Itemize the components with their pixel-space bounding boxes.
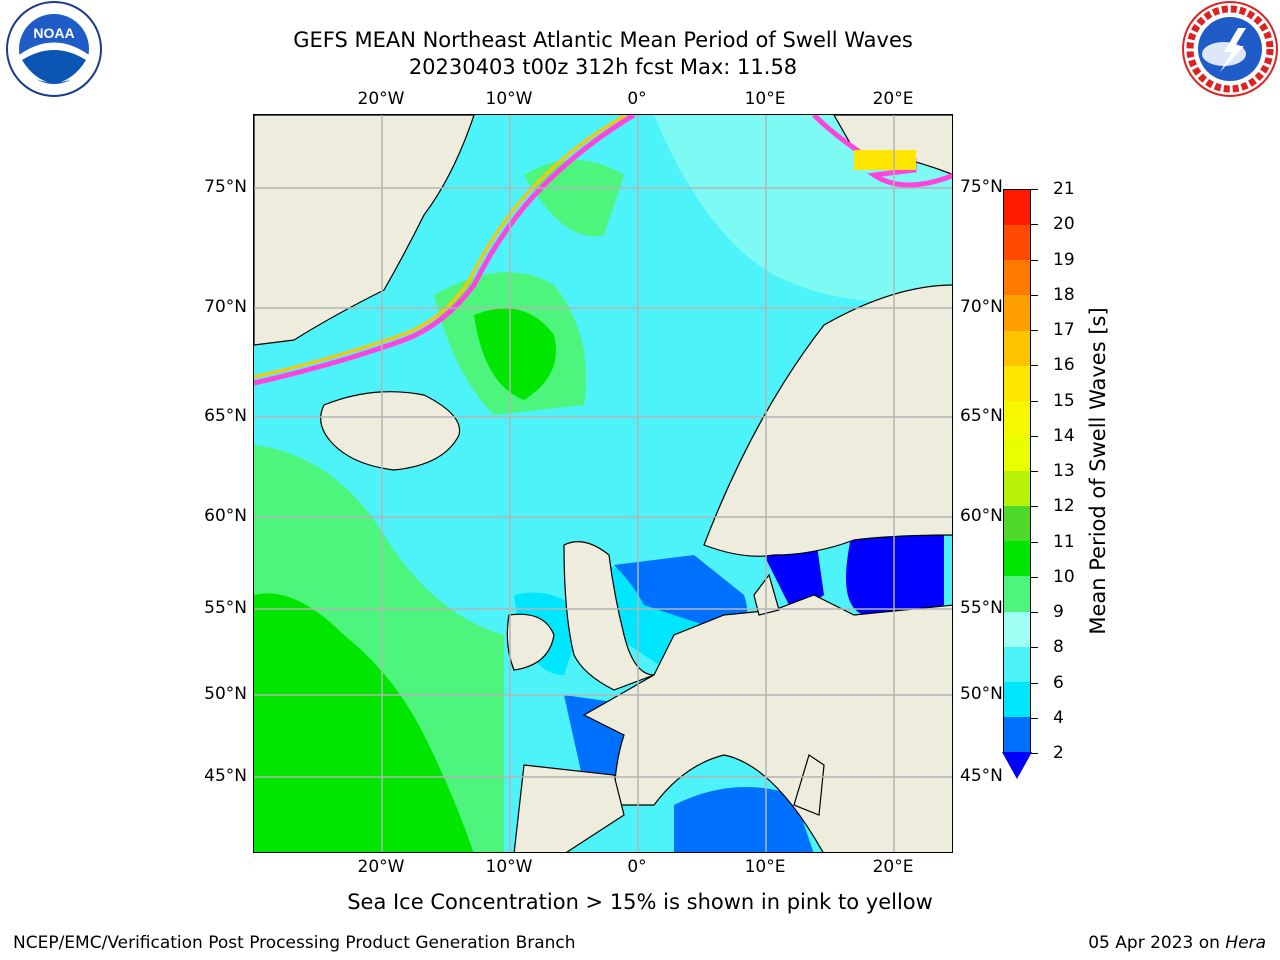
lon-label-bottom: 0° (627, 857, 647, 877)
colorbar-segment (1004, 541, 1030, 577)
colorbar-segment (1004, 190, 1030, 226)
colorbar-tick-label: 12 (1053, 496, 1075, 517)
sea-ice-note: Sea Ice Concentration > 15% is shown in … (347, 890, 933, 914)
lat-label-left: 70°N (204, 297, 247, 317)
colorbar-segment (1004, 611, 1030, 647)
lat-label-right: 70°N (960, 297, 1003, 317)
lat-label-right: 65°N (960, 406, 1003, 426)
lat-label-left: 75°N (204, 177, 247, 197)
colorbar-tick-label: 21 (1053, 179, 1075, 199)
map-panel (253, 114, 953, 853)
lon-label-top: 0° (627, 89, 647, 109)
colorbar-segment (1004, 330, 1030, 366)
lon-label-bottom: 10°E (744, 857, 786, 877)
colorbar-segment (1004, 260, 1030, 296)
colorbar-segment (1004, 716, 1030, 752)
footer-machine: Hera (1225, 933, 1266, 953)
lon-label-top: 20°E (872, 89, 914, 109)
footer-date-text: 05 Apr 2023 on (1088, 933, 1220, 953)
colorbar-label: Mean Period of Swell Waves [s] (1086, 307, 1110, 635)
noaa-logo: NOAA (4, 0, 104, 104)
colorbar (1003, 189, 1031, 753)
colorbar-segment (1004, 576, 1030, 612)
lat-label-right: 60°N (960, 506, 1003, 526)
colorbar-tick (1031, 189, 1038, 190)
sea-ice-edge (254, 115, 952, 386)
colorbar-tick (1031, 576, 1038, 578)
nws-logo (1180, 0, 1280, 104)
colorbar-tick (1031, 647, 1038, 649)
colorbar-tick (1031, 365, 1038, 367)
chart-title: GEFS MEAN Northeast Atlantic Mean Period… (293, 28, 913, 52)
colorbar-segment (1004, 471, 1030, 507)
lat-label-left: 45°N (204, 766, 247, 786)
map-canvas (254, 115, 952, 852)
colorbar-tick-label: 19 (1053, 249, 1075, 270)
colorbar-tick-label: 16 (1053, 355, 1075, 376)
colorbar-tick (1031, 717, 1038, 719)
lon-label-bottom: 20°E (872, 857, 914, 877)
colorbar-tick-label: 14 (1053, 425, 1075, 446)
footer-credit: NCEP/EMC/Verification Post Processing Pr… (13, 933, 576, 953)
colorbar-tick-label: 18 (1053, 284, 1075, 305)
colorbar-tick-label: 15 (1053, 390, 1075, 411)
lat-label-right: 50°N (960, 684, 1003, 704)
lon-label-top: 10°W (485, 89, 533, 109)
colorbar-tick (1031, 330, 1038, 331)
lat-label-right: 55°N (960, 598, 1003, 618)
colorbar-tick (1031, 506, 1038, 508)
colorbar-tick-label: 8 (1053, 637, 1064, 658)
chart-subtitle: 20230403 t00z 312h fcst Max: 11.58 (408, 55, 798, 79)
colorbar-tick (1031, 753, 1038, 754)
colorbar-tick (1031, 259, 1038, 261)
colorbar-tick (1031, 471, 1038, 472)
colorbar-tick (1031, 612, 1038, 613)
colorbar-segment (1004, 365, 1030, 401)
colorbar-segment (1004, 225, 1030, 261)
colorbar-tick (1031, 400, 1038, 402)
colorbar-tick-label: 4 (1053, 707, 1064, 728)
colorbar-tick-label: 20 (1053, 214, 1075, 235)
graticule (254, 115, 952, 852)
colorbar-tick (1031, 435, 1038, 437)
noaa-logo-text: NOAA (33, 25, 74, 41)
colorbar-tick-label: 10 (1053, 566, 1075, 587)
colorbar-segment (1004, 295, 1030, 331)
lon-label-bottom: 20°W (357, 857, 405, 877)
colorbar-tick (1031, 224, 1038, 226)
footer-date: 05 Apr 2023 on Hera (1088, 933, 1266, 953)
colorbar-tick (1031, 682, 1038, 684)
lat-label-left: 50°N (204, 684, 247, 704)
lon-label-bottom: 10°W (485, 857, 533, 877)
colorbar-tick-label: 9 (1053, 602, 1064, 622)
colorbar-tick-label: 6 (1053, 672, 1064, 693)
colorbar-segment (1004, 400, 1030, 436)
colorbar-segment (1004, 681, 1030, 717)
colorbar-segment (1004, 646, 1030, 682)
colorbar-tick-label: 2 (1053, 743, 1064, 763)
lat-label-right: 75°N (960, 177, 1003, 197)
lon-label-top: 20°W (357, 89, 405, 109)
colorbar-tick-label: 11 (1053, 531, 1075, 552)
colorbar-tick (1031, 294, 1038, 296)
colorbar-segment (1004, 435, 1030, 471)
lat-label-left: 55°N (204, 598, 247, 618)
colorbar-segment (1004, 506, 1030, 542)
colorbar-tick-label: 13 (1053, 461, 1075, 481)
lat-label-left: 60°N (204, 506, 247, 526)
colorbar-extend-arrow (1002, 752, 1032, 779)
colorbar-tick-label: 17 (1053, 320, 1075, 340)
lat-label-left: 65°N (204, 406, 247, 426)
colorbar-tick (1031, 541, 1038, 543)
lon-label-top: 10°E (744, 89, 786, 109)
lat-label-right: 45°N (960, 766, 1003, 786)
